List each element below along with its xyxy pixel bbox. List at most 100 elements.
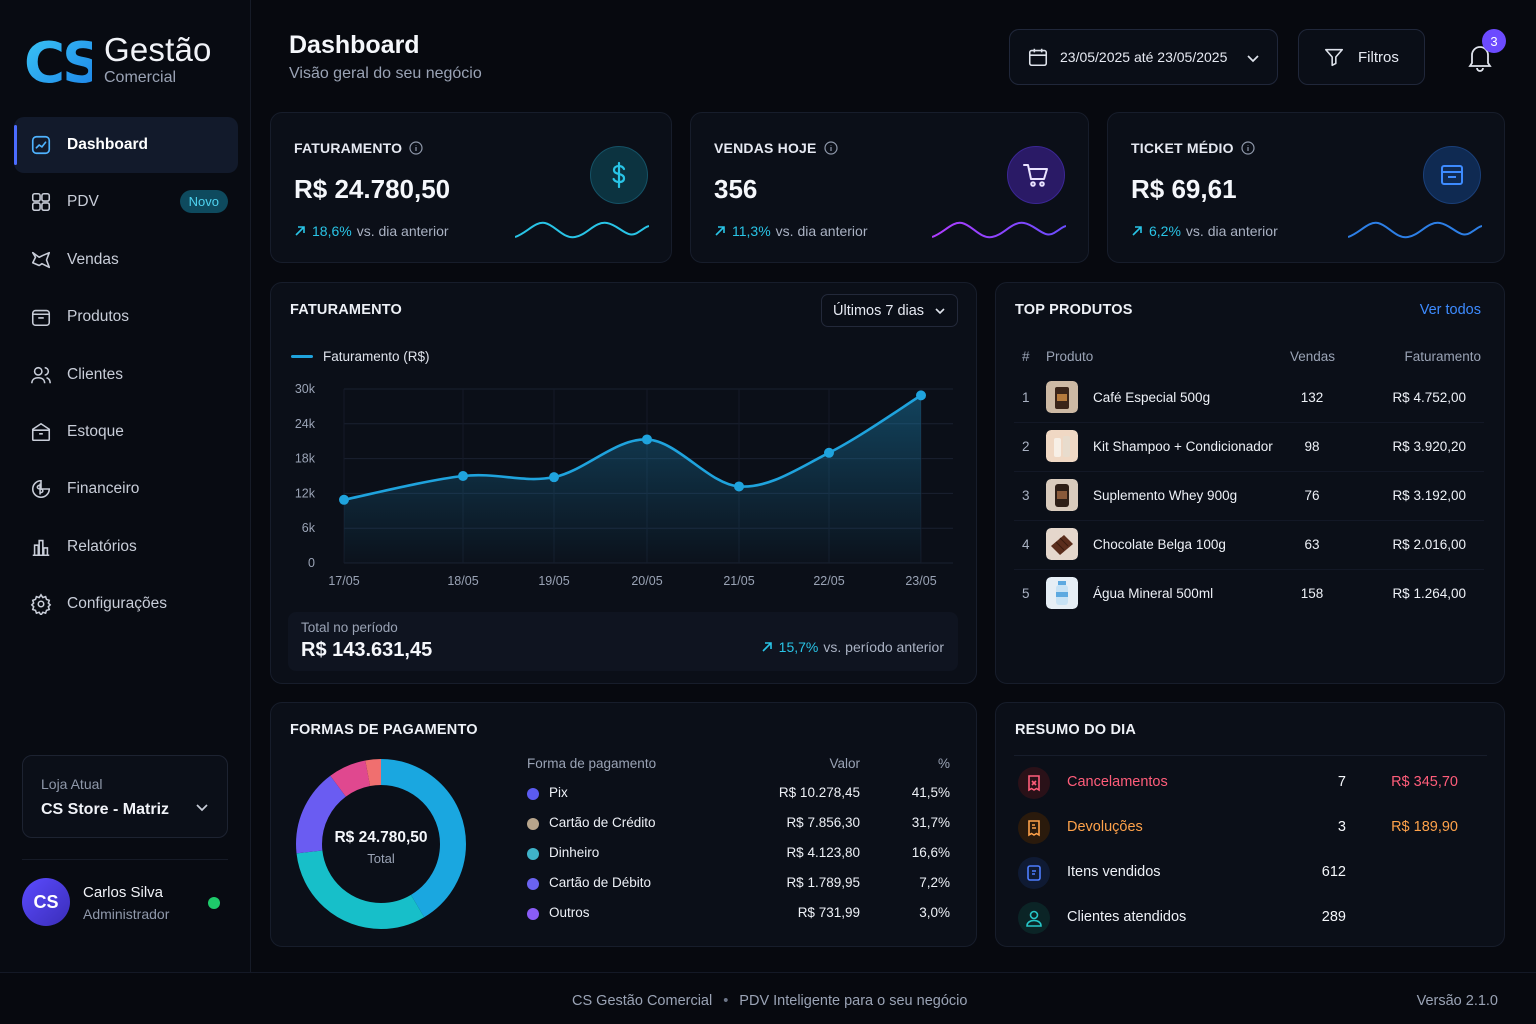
payment-row: Cartão de Débito R$ 1.789,95 7,2% xyxy=(527,869,951,899)
sidebar-item-dashboard[interactable]: Dashboard xyxy=(14,117,238,173)
summary-row-cancelamentos[interactable]: Cancelamentos 7 R$ 345,70 xyxy=(1018,761,1488,806)
chart-legend: Faturamento (R$) xyxy=(291,349,430,364)
user-profile[interactable]: CS Carlos Silva Administrador xyxy=(22,878,232,928)
payment-value: R$ 10.278,45 xyxy=(778,785,860,800)
kpi-delta-pct: 6,2% xyxy=(1149,223,1181,239)
logo-subtitle: Comercial xyxy=(104,69,177,86)
y-tick-label: 18k xyxy=(295,452,316,466)
table-row[interactable]: 1 Café Especial 500g 132 R$ 4.752,00 xyxy=(1014,374,1484,423)
donut-center-label: Total xyxy=(367,851,395,866)
kpi-label-wrap: TICKET MÉDIO xyxy=(1131,140,1255,156)
product-name: Café Especial 500g xyxy=(1093,390,1211,405)
store-selector[interactable]: Loja Atual CS Store - Matriz xyxy=(22,755,228,838)
row-index: 3 xyxy=(1022,488,1030,503)
sidebar-item-vendas[interactable]: Vendas xyxy=(14,232,238,288)
row-index: 2 xyxy=(1022,439,1030,454)
donut-slice xyxy=(296,759,466,929)
revenue-line-chart: 0 6k 12k 18k 24k 30k 17/05 18/05 19/05 20/05 21/05… xyxy=(295,382,953,588)
chevron-down-icon xyxy=(196,804,208,812)
summary-row-devolucoes[interactable]: Devoluções 3 R$ 189,90 xyxy=(1018,806,1488,851)
payment-method: Pix xyxy=(549,785,568,800)
sidebar-item-relatorios[interactable]: Relatórios xyxy=(14,519,238,575)
footer-app-name: CS Gestão Comercial xyxy=(572,993,713,1009)
summary-count: 612 xyxy=(1321,864,1346,880)
sidebar-item-financeiro[interactable]: Financeiro xyxy=(14,461,238,517)
revenue-chart-card: FATURAMENTO Últimos 7 dias Faturamento (… xyxy=(270,282,977,684)
table-row[interactable]: 2 Kit Shampoo + Condicionador 98 R$ 3.92… xyxy=(1014,423,1484,472)
kpi-delta-pct: 18,6% xyxy=(312,223,352,239)
sidebar-item-label: Relatórios xyxy=(67,537,137,555)
payment-pct: 41,5% xyxy=(911,785,950,800)
info-icon[interactable] xyxy=(823,141,838,155)
product-revenue: R$ 3.192,00 xyxy=(1392,488,1466,503)
table-row[interactable]: 3 Suplemento Whey 900g 76 R$ 3.192,00 xyxy=(1014,472,1484,521)
payment-method: Cartão de Crédito xyxy=(549,815,656,830)
online-status-dot xyxy=(208,897,220,909)
product-revenue: R$ 4.752,00 xyxy=(1392,390,1466,405)
trend-up-icon xyxy=(715,226,725,236)
shampoo-thumb xyxy=(1046,430,1078,462)
users-icon xyxy=(30,364,52,386)
kpi-value: R$ 69,61 xyxy=(1131,174,1237,204)
sidebar-item-pdv[interactable]: PDV Novo xyxy=(14,174,238,230)
y-tick-label: 24k xyxy=(295,417,316,431)
table-row[interactable]: 4 Chocolate Belga 100g 63 R$ 2.016,00 xyxy=(1014,521,1484,570)
payment-pct: 3,0% xyxy=(919,905,950,920)
y-tick-label: 6k xyxy=(302,521,316,535)
table-row[interactable]: 5 Água Mineral 500ml 158 R$ 1.264,00 xyxy=(1014,570,1484,619)
legend-dot xyxy=(527,878,539,890)
legend-dot xyxy=(527,908,539,920)
footer-info: CS Gestão Comercial • PDV Inteligente pa… xyxy=(572,993,967,1009)
date-range-picker[interactable]: 23/05/2025 até 23/05/2025 xyxy=(1009,29,1278,85)
info-icon[interactable] xyxy=(1241,141,1255,155)
legend-dot xyxy=(527,788,539,800)
product-name: Suplemento Whey 900g xyxy=(1093,488,1238,503)
payment-pct: 7,2% xyxy=(919,875,950,890)
payment-value: R$ 4.123,80 xyxy=(786,845,860,860)
column-header-revenue: Faturamento xyxy=(1404,349,1481,364)
sidebar-nav: Dashboard PDV Novo Vendas Produtos Cli xyxy=(14,117,238,634)
payment-row: Pix R$ 10.278,45 41,5% xyxy=(527,779,951,809)
info-icon[interactable] xyxy=(409,141,423,155)
y-tick-label: 12k xyxy=(295,486,316,500)
column-header-index: # xyxy=(1022,349,1030,364)
see-all-link[interactable]: Ver todos xyxy=(1419,302,1481,318)
kpi-delta-text: vs. dia anterior xyxy=(356,223,449,239)
trend-up-icon xyxy=(1132,226,1142,236)
day-summary-card: RESUMO DO DIA Cancelamentos 7 R$ 345,70 … xyxy=(995,702,1505,947)
divider xyxy=(22,859,228,860)
product-sales: 76 xyxy=(1304,488,1320,503)
divider xyxy=(1014,755,1487,756)
sidebar-item-label: PDV xyxy=(67,193,99,211)
payment-pct: 31,7% xyxy=(911,815,950,830)
kpi-value: 356 xyxy=(714,174,758,204)
payment-value: R$ 7.856,30 xyxy=(786,815,860,830)
customer-icon xyxy=(1018,902,1050,934)
row-index: 1 xyxy=(1022,390,1030,405)
data-point xyxy=(339,494,349,505)
filters-button[interactable]: Filtros xyxy=(1298,29,1425,85)
sidebar-item-clientes[interactable]: Clientes xyxy=(14,347,238,403)
summary-label: Devoluções xyxy=(1067,819,1143,835)
sidebar-item-produtos[interactable]: Produtos xyxy=(14,289,238,345)
data-point xyxy=(824,447,834,458)
card-title: FORMAS DE PAGAMENTO xyxy=(290,722,478,738)
total-delta-pct: 15,7% xyxy=(778,639,819,655)
sidebar-item-label: Dashboard xyxy=(67,136,148,153)
sidebar: CS Gestão Comercial Dashboard PDV Novo V… xyxy=(0,0,251,972)
sidebar-item-estoque[interactable]: Estoque xyxy=(14,404,238,460)
payment-method: Outros xyxy=(549,905,590,920)
summary-row-clientes-atendidos[interactable]: Clientes atendidos 289 xyxy=(1018,896,1488,941)
user-name: Carlos Silva xyxy=(83,884,164,901)
column-header-pct: % xyxy=(937,756,950,771)
kpi-card-faturamento: FATURAMENTO R$ 24.780,50 18,6% vs. dia a… xyxy=(270,112,672,263)
period-select[interactable]: Últimos 7 dias xyxy=(821,294,958,327)
payment-value: R$ 1.789,95 xyxy=(786,875,860,890)
logo[interactable]: CS Gestão Comercial xyxy=(24,32,212,88)
donut-center-value: R$ 24.780,50 xyxy=(334,829,428,846)
column-header-product: Produto xyxy=(1046,349,1094,364)
payment-pct: 16,6% xyxy=(911,845,950,860)
summary-row-itens-vendidos[interactable]: Itens vendidos 612 xyxy=(1018,851,1488,896)
sidebar-item-configuracoes[interactable]: Configurações xyxy=(14,576,238,632)
total-delta-text: vs. período anterior xyxy=(823,639,944,655)
